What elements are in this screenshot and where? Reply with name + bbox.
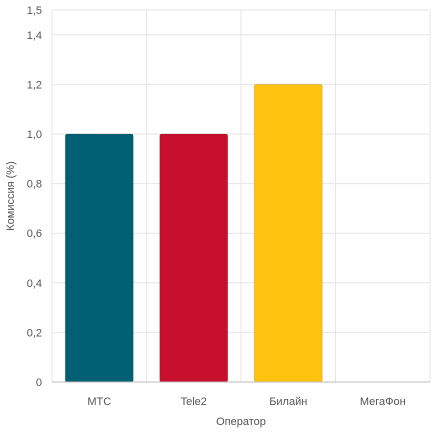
x-axis-title: Оператор [216, 416, 266, 428]
y-tick-label: 0,6 [27, 228, 42, 240]
bars [64, 83, 323, 383]
x-tick-label: МТС [87, 396, 111, 408]
x-tick-label: Tele2 [181, 396, 207, 408]
y-tick-label: 0 [36, 377, 42, 389]
y-tick-label: 1,5 [27, 5, 42, 17]
bar-0[interactable] [64, 133, 134, 383]
y-tick-label: 0,8 [27, 179, 42, 191]
y-tick-label: 1,4 [27, 30, 42, 42]
y-axis-title: Комиссия (%) [5, 161, 17, 231]
y-tick-label: 0,4 [27, 278, 42, 290]
x-axis-ticks: МТС Tele2 Билайн МегаФон [87, 396, 405, 408]
bar-2[interactable] [253, 83, 323, 383]
y-tick-label: 0,2 [27, 327, 42, 339]
x-tick-label: МегаФон [360, 396, 406, 408]
y-tick-label: 1,2 [27, 79, 42, 91]
y-axis-ticks: 0 0,2 0,4 0,6 0,8 1,0 1,2 1,4 1,5 [27, 5, 42, 389]
bar-1[interactable] [159, 133, 229, 383]
x-tick-label: Билайн [269, 396, 307, 408]
y-tick-label: 1,0 [27, 129, 42, 141]
